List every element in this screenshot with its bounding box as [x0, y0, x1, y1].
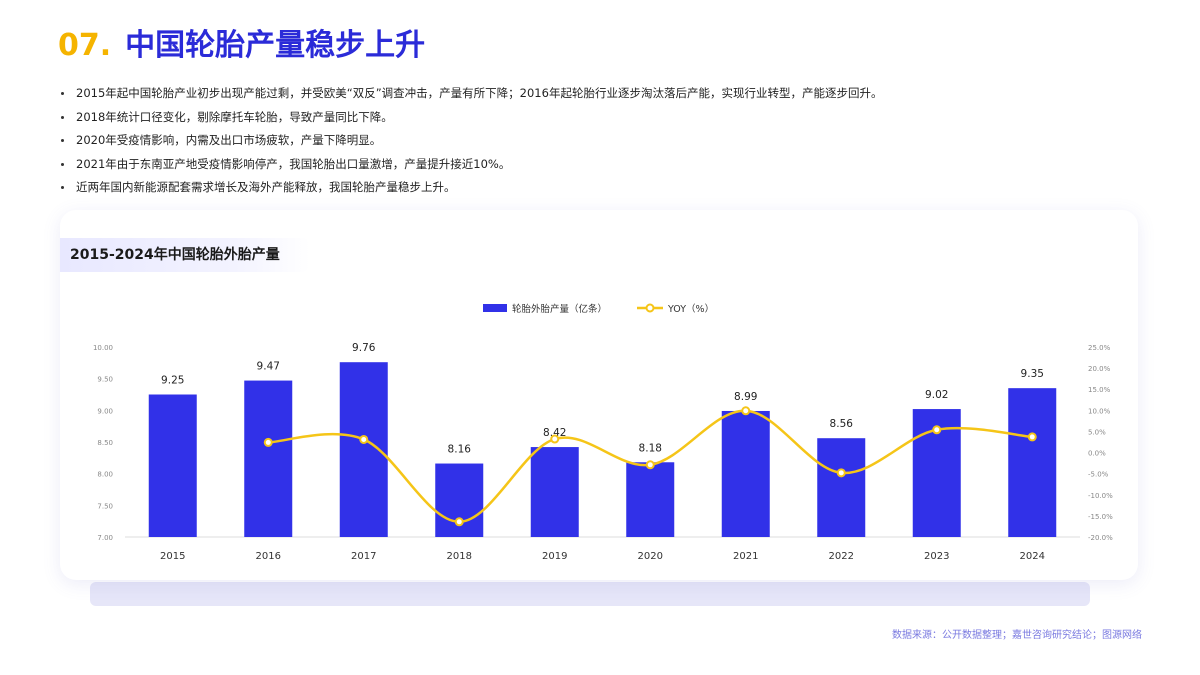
section-title: 中国轮胎产量稳步上升	[125, 28, 426, 63]
chart-plot: 7.00 7.50 8.00 8.50 9.00 9.50 10.00 -20.0% -15.0…	[93, 303, 1113, 562]
section-number: 07.	[58, 28, 112, 63]
bullet-item: 2018年统计口径变化，剔除摩托车轮胎，导致产量同比下降。	[58, 106, 882, 130]
x-tick-label: 2017	[351, 551, 376, 562]
bullet-item: 近两年国内新能源配套需求增长及海外产能释放，我国轮胎产量稳步上升。	[58, 176, 882, 200]
y-right-tick-label: 0.0%	[1088, 450, 1106, 458]
yoy-point	[836, 468, 846, 478]
bar-value-label: 8.16	[448, 444, 472, 456]
x-tick-label: 2021	[733, 551, 758, 562]
y-left-tick-label: 8.00	[97, 471, 113, 479]
source-note: 数据来源：公开数据整理；嘉世咨询研究结论；图源网络	[892, 630, 1142, 641]
legend-label-bars: 轮胎外胎产量（亿条）	[512, 303, 607, 315]
y-left-tick-label: 9.00	[97, 407, 113, 415]
bullet-item: 2020年受疫情影响，内需及出口市场疲软，产量下降明显。	[58, 129, 882, 153]
bar-value-label: 8.42	[543, 427, 566, 439]
x-tick-label: 2020	[638, 551, 663, 562]
card-shadow	[90, 582, 1090, 606]
bar	[244, 380, 293, 537]
yoy-point	[550, 434, 560, 444]
x-tick-label: 2023	[924, 551, 949, 562]
yoy-point	[741, 406, 751, 416]
y-right-tick-label: -5.0%	[1088, 471, 1109, 479]
bar-value-label: 9.25	[161, 375, 184, 387]
bar	[817, 438, 866, 537]
yoy-point	[932, 425, 942, 435]
y-right-tick-label: 10.0%	[1088, 407, 1111, 415]
y-right-tick-label: 15.0%	[1088, 386, 1111, 394]
bar-value-label: 9.35	[1021, 368, 1044, 380]
bar	[148, 394, 197, 537]
y-right-tick-label: -10.0%	[1088, 492, 1113, 500]
legend-label-line: YOY（%）	[667, 303, 714, 315]
y-right-tick-label: 25.0%	[1088, 344, 1111, 352]
bar	[626, 462, 675, 537]
bar	[1008, 388, 1057, 537]
page-title: 07. 中国轮胎产量稳步上升	[58, 20, 425, 64]
bullet-item: 2015年起中国轮胎产业初步出现产能过剩，并受欧美“双反”调查冲击，产量有所下降…	[58, 82, 882, 106]
x-tick-label: 2015	[160, 551, 185, 562]
y-left-tick-label: 10.00	[93, 344, 113, 352]
yoy-point	[359, 434, 369, 444]
y-left-tick-label: 8.50	[97, 439, 113, 447]
bar-value-label: 9.47	[257, 361, 280, 373]
y-right-tick-label: 20.0%	[1088, 365, 1111, 373]
summary-bullets: 2015年起中国轮胎产业初步出现产能过剩，并受欧美“双反”调查冲击，产量有所下降…	[58, 82, 882, 200]
x-tick-label: 2016	[256, 551, 281, 562]
x-tick-label: 2024	[1020, 551, 1045, 562]
x-tick-label: 2018	[447, 551, 472, 562]
y-right-tick-label: -15.0%	[1088, 513, 1113, 521]
bullet-item: 2021年由于东南亚产地受疫情影响停产，我国轮胎出口量激增，产量提升接近10%。	[58, 153, 882, 177]
bar-value-label: 8.99	[734, 391, 757, 403]
y-right-tick-label: -20.0%	[1088, 534, 1113, 542]
bar-value-label: 9.76	[352, 342, 376, 354]
y-left-tick-label: 7.50	[97, 502, 113, 510]
bar	[721, 410, 770, 537]
bar	[530, 447, 579, 537]
bar-value-label: 9.02	[925, 389, 948, 401]
y-left-tick-label: 9.50	[97, 376, 113, 384]
yoy-point	[454, 517, 464, 527]
yoy-point	[645, 460, 655, 470]
x-tick-label: 2019	[542, 551, 567, 562]
bar-value-label: 8.18	[639, 442, 662, 454]
bar-value-label: 8.56	[830, 418, 854, 430]
y-left-tick-label: 7.00	[97, 534, 113, 542]
legend-swatch-bars	[483, 304, 507, 312]
legend-swatch-point	[645, 303, 655, 313]
x-tick-label: 2022	[829, 551, 854, 562]
chart-card: 2015-2024年中国轮胎外胎产量 7.00 7.50 8.00 8.50 9.00 9…	[60, 210, 1138, 580]
chart-title: 2015-2024年中国轮胎外胎产量	[60, 238, 310, 272]
yoy-point	[263, 437, 273, 447]
y-right-tick-label: 5.0%	[1088, 428, 1106, 436]
yoy-point	[1027, 432, 1037, 442]
